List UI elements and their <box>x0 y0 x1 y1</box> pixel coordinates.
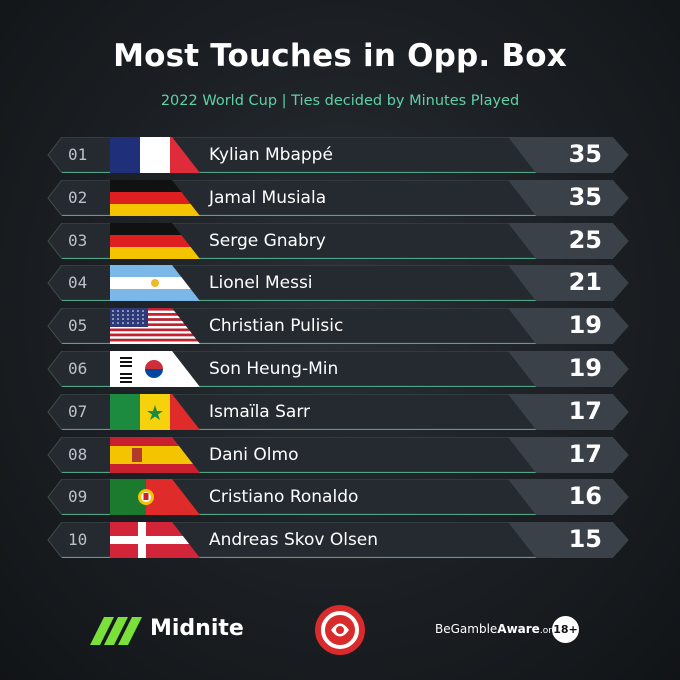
player-name: Christian Pulisic <box>209 316 344 337</box>
data-label: 25 <box>568 225 602 254</box>
player-name: Ismaïla Sarr <box>209 401 311 422</box>
south-korea-flag-icon <box>110 351 200 387</box>
list-item: 03 Serge Gnabry 25 <box>0 222 680 259</box>
list-item: 07 Ismaïla Sarr 17 <box>0 393 680 430</box>
value-bar <box>508 393 628 430</box>
age-restriction-badge: 18+ <box>552 616 579 643</box>
portugal-flag-icon <box>110 479 200 516</box>
germany-flag-icon <box>110 222 200 259</box>
data-label: 19 <box>568 311 602 340</box>
player-name: Lionel Messi <box>209 273 313 294</box>
data-label: 35 <box>568 140 602 168</box>
rank-label: 03 <box>68 230 88 250</box>
footer: Midnite BeGambleAware.org 18+ <box>0 600 680 660</box>
value-bar <box>508 308 628 345</box>
value-bar <box>508 436 628 473</box>
data-label: 19 <box>568 354 602 382</box>
rank-label: 07 <box>68 401 88 421</box>
list-item: 10 Andreas Skov Olsen 15 <box>0 522 680 559</box>
rank-label: 04 <box>68 273 88 293</box>
value-bar <box>508 179 628 216</box>
value-bar <box>508 351 628 387</box>
rank-label: 05 <box>68 316 88 336</box>
row-background <box>47 179 629 216</box>
list-item: 08 Dani Olmo 17 <box>0 436 680 473</box>
list-item: 09 Cristiano Ronaldo 16 <box>0 479 680 516</box>
list-item: 04 Lionel Messi 21 <box>0 265 680 302</box>
value-bar <box>508 479 628 516</box>
senegal-flag-icon <box>110 393 200 430</box>
data-label: 21 <box>568 268 602 297</box>
list-item: 01 Kylian Mbappé 35 <box>0 137 680 173</box>
data-label: 17 <box>568 439 602 468</box>
usa-flag-icon <box>110 308 200 345</box>
rank-label: 10 <box>68 530 88 550</box>
rank-label: 01 <box>68 145 88 164</box>
value-bar <box>508 522 628 559</box>
data-label: 15 <box>568 525 602 554</box>
player-name: Son Heung-Min <box>209 359 339 379</box>
value-bar <box>508 265 628 302</box>
list-item: 05 Christian Pulisic 19 <box>0 308 680 345</box>
player-name: Jamal Musiala <box>209 187 327 208</box>
data-label: 17 <box>568 396 602 425</box>
germany-flag-icon <box>110 179 200 216</box>
list-item: 02 Jamal Musiala 35 <box>0 179 680 216</box>
chart-title: Most Touches in Opp. Box <box>113 38 567 74</box>
rank-label: 09 <box>68 487 88 507</box>
denmark-flag-icon <box>110 522 200 559</box>
argentina-flag-icon <box>110 265 200 302</box>
player-name: Dani Olmo <box>209 444 299 465</box>
france-flag-icon <box>110 137 200 173</box>
player-name: Kylian Mbappé <box>209 145 333 165</box>
spain-flag-icon <box>110 436 200 473</box>
value-bar <box>508 222 628 259</box>
player-name: Serge Gnabry <box>209 230 326 251</box>
midnite-logo-icon <box>90 617 142 645</box>
rank-label: 06 <box>68 359 88 378</box>
data-label: 35 <box>568 182 602 211</box>
data-label: 16 <box>568 482 602 511</box>
list-item: 06 Son Heung-Min 19 <box>0 351 680 387</box>
red-swirl-logo-icon <box>315 605 365 655</box>
rank-label: 08 <box>68 444 88 464</box>
value-bar <box>508 137 628 173</box>
player-name: Cristiano Ronaldo <box>209 487 359 508</box>
player-name: Andreas Skov Olsen <box>209 530 379 551</box>
midnite-brand: Midnite <box>150 616 244 641</box>
chart-subtitle: 2022 World Cup | Ties decided by Minutes… <box>160 93 520 109</box>
begambleaware-logo: BeGambleAware.org <box>435 622 558 636</box>
rank-label: 02 <box>68 187 88 207</box>
